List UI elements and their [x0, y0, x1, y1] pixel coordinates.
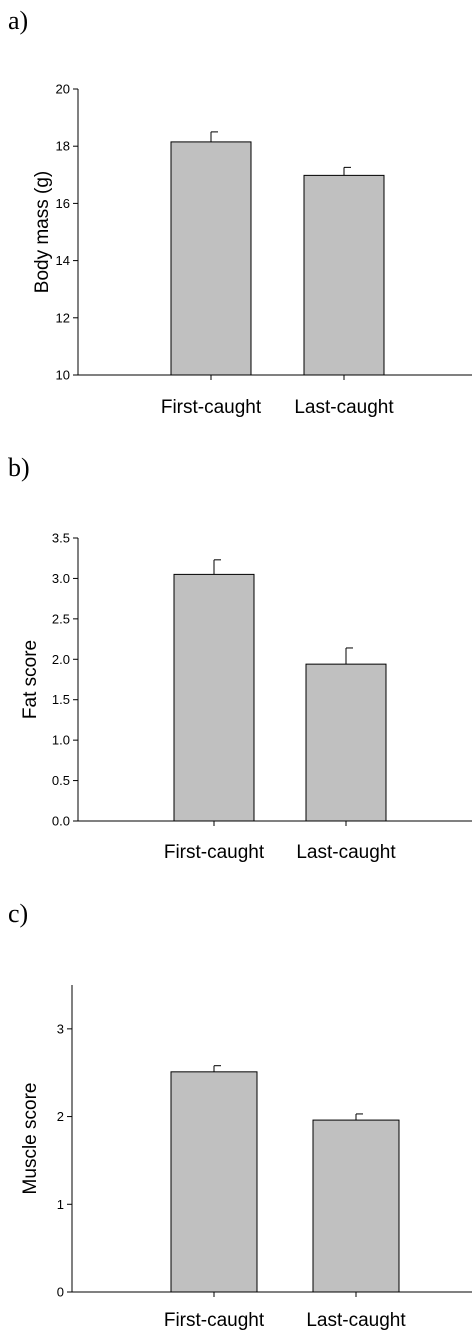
y-tick-label: 1.5 — [52, 692, 70, 707]
chart-panel-1: a) 10 12 14 16 18 20 First-caught Last-caught Bod… — [8, 6, 472, 418]
y-tick-label: 1 — [57, 1197, 64, 1212]
y-tick-label: 20 — [56, 82, 70, 97]
bar — [170, 141, 252, 376]
bar — [170, 1071, 258, 1293]
panel-label: c) — [8, 899, 28, 928]
x-tick-label: First-caught — [164, 1310, 265, 1331]
y-axis-label: Fat score — [20, 640, 41, 719]
y-tick-label: 12 — [56, 310, 70, 325]
y-tick-label: 14 — [56, 253, 70, 268]
bar — [312, 1119, 400, 1293]
y-tick-label: 18 — [56, 139, 70, 154]
y-tick-label: 2.0 — [52, 652, 70, 667]
bar — [303, 174, 385, 376]
x-tick-label: Last-caught — [294, 397, 394, 418]
x-tick-label: Last-caught — [306, 1310, 406, 1331]
bar — [173, 573, 255, 822]
y-tick-label: 3.0 — [52, 571, 70, 586]
y-tick-label: 16 — [56, 196, 70, 211]
chart-panel-2: b) 0.0 0.5 1.0 1.5 2.0 2.5 3.0 3.5 First-caught La… — [8, 453, 472, 863]
y-tick-label: 10 — [56, 368, 70, 383]
chart-panel-3: c) 0 1 2 3 First-caught Last-caught Muscle scor… — [8, 899, 472, 1331]
x-tick-label: Last-caught — [296, 842, 396, 863]
y-tick-label: 0 — [57, 1285, 64, 1300]
y-tick-label: 0.5 — [52, 773, 70, 788]
y-axis-label: Body mass (g) — [32, 171, 53, 293]
x-tick-label: First-caught — [164, 842, 265, 863]
x-tick-label: First-caught — [161, 397, 262, 418]
bar — [305, 663, 387, 822]
y-tick-label: 2.5 — [52, 611, 70, 626]
y-tick-label: 3.5 — [52, 531, 70, 546]
panel-label: b) — [8, 453, 30, 482]
y-tick-label: 3 — [57, 1021, 64, 1036]
panel-label: a) — [8, 6, 28, 35]
y-tick-label: 0.0 — [52, 814, 70, 829]
y-tick-label: 1.0 — [52, 733, 70, 748]
y-tick-label: 2 — [57, 1109, 64, 1124]
y-axis-label: Muscle score — [20, 1083, 41, 1195]
